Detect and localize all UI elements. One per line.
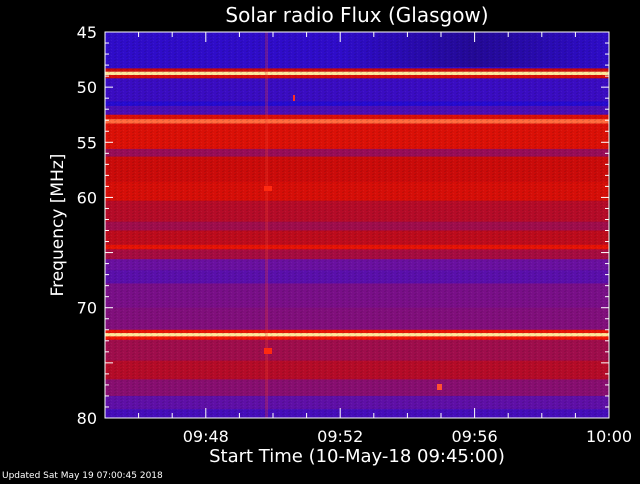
y-tick-label: 70 xyxy=(77,299,97,318)
x-axis-label: Start Time (10-May-18 09:45:00) xyxy=(209,446,505,467)
axis-ticks xyxy=(105,31,610,419)
y-tick-label: 50 xyxy=(77,78,97,97)
y-tick-label: 80 xyxy=(77,409,97,428)
x-tick-label: 09:56 xyxy=(452,427,498,446)
spot-marker xyxy=(264,348,272,354)
x-tick-label: 10:00 xyxy=(586,427,632,446)
spot-marker xyxy=(293,95,295,101)
updated-timestamp: Updated Sat May 19 07:00:45 2018 xyxy=(2,471,163,480)
spot-marker xyxy=(264,186,272,191)
y-tick-label: 55 xyxy=(77,133,97,152)
streak-texture xyxy=(105,32,609,418)
x-tick-label: 09:48 xyxy=(183,427,229,446)
y-tick-label: 60 xyxy=(77,188,97,207)
x-tick-label: 09:52 xyxy=(317,427,363,446)
y-tick-label: 45 xyxy=(77,23,97,42)
vertical-artifact-line xyxy=(265,32,268,418)
y-axis-label: Frequency [MHz] xyxy=(48,154,68,297)
plot-frame xyxy=(104,31,610,419)
chart-title: Solar radio Flux (Glasgow) xyxy=(225,3,488,27)
axis-tick-labels: 45 50 55 60 70 80 09:48 09:52 09:56 10:00 xyxy=(77,23,632,446)
spot-marker xyxy=(437,384,442,390)
